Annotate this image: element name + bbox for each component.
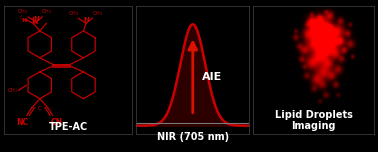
Text: TPE-AC: TPE-AC bbox=[48, 122, 88, 132]
Text: $\mathregular{CH_3}$: $\mathregular{CH_3}$ bbox=[41, 7, 52, 16]
Text: $\mathregular{CH_3}$: $\mathregular{CH_3}$ bbox=[92, 9, 103, 18]
Text: CN: CN bbox=[51, 118, 63, 127]
Text: N: N bbox=[33, 20, 38, 25]
Text: $\mathregular{CH_3}$: $\mathregular{CH_3}$ bbox=[68, 9, 79, 18]
Text: AIE: AIE bbox=[202, 72, 222, 82]
Text: NC: NC bbox=[16, 118, 28, 127]
Text: N: N bbox=[33, 16, 39, 22]
Text: Lipid Droplets
Imaging: Lipid Droplets Imaging bbox=[275, 110, 353, 131]
Text: NIR (705 nm): NIR (705 nm) bbox=[157, 132, 229, 142]
Text: $\mathregular{CH_3}$: $\mathregular{CH_3}$ bbox=[17, 7, 28, 16]
Text: C: C bbox=[38, 106, 42, 111]
Text: N: N bbox=[22, 18, 27, 23]
Text: $\mathregular{CH_3}$: $\mathregular{CH_3}$ bbox=[7, 86, 18, 95]
Text: /: / bbox=[20, 14, 22, 19]
Text: N: N bbox=[83, 17, 89, 23]
